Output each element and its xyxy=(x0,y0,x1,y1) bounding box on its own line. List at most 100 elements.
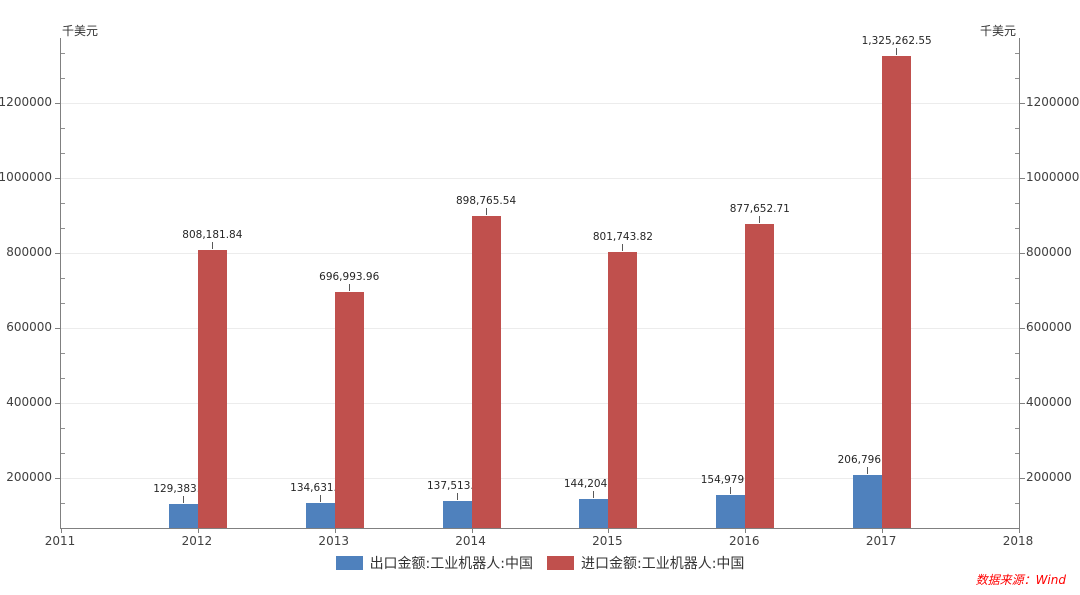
x-axis: 2011 2012 2013 2014 2015 2016 2017 2018 xyxy=(45,534,1034,552)
bar-label-tick xyxy=(182,496,184,504)
y-axis-minor-tick xyxy=(1015,428,1019,429)
bar-value-label: 808,181.84 xyxy=(182,228,243,241)
bar-export-2017 xyxy=(853,475,883,528)
x-axis-tick xyxy=(61,528,62,533)
y-axis-minor-tick xyxy=(61,353,65,354)
y-axis-minor-tick xyxy=(1015,453,1019,454)
x-axis-label: 2018 xyxy=(1002,534,1034,548)
legend: 出口金额:工业机器人:中国 进口金额:工业机器人:中国 xyxy=(0,553,1080,573)
y-axis-label: 1000000 xyxy=(1026,170,1080,184)
y-axis-tick xyxy=(55,328,61,329)
y-axis-tick xyxy=(1019,253,1025,254)
bar-label-tick xyxy=(485,207,487,215)
bar-import-2012 xyxy=(197,249,227,528)
y-axis-label: 800000 xyxy=(6,245,52,259)
legend-swatch-export xyxy=(335,556,363,570)
bar-import-2016 xyxy=(745,223,775,528)
y-axis-minor-tick xyxy=(1015,153,1019,154)
y-axis-tick xyxy=(1019,103,1025,104)
y-axis-minor-tick xyxy=(1015,128,1019,129)
plot-area: 129,383.36 808,181.84 134,631.11 696,993.96… xyxy=(55,35,1025,533)
x-axis-tick xyxy=(608,528,610,533)
bar-label-tick xyxy=(319,494,321,502)
bar-value-label: 1,325,262.55 xyxy=(861,35,932,48)
bar-label-tick xyxy=(211,241,213,249)
y-axis-tick xyxy=(55,403,61,404)
bar-export-2016 xyxy=(716,494,746,528)
bar-import-2015 xyxy=(608,252,638,528)
x-axis-label: 2016 xyxy=(729,534,760,548)
y-axis-tick xyxy=(55,253,61,254)
y-axis-tick xyxy=(55,103,61,104)
y-axis-tick xyxy=(55,478,61,479)
gridline xyxy=(61,328,1019,329)
y-axis-unit-right: 千美元 xyxy=(979,24,1016,38)
bar-export-2013 xyxy=(305,502,335,528)
y-axis-tick xyxy=(1019,178,1025,179)
y-axis-minor-tick xyxy=(61,278,65,279)
y-axis-minor-tick xyxy=(1015,228,1019,229)
legend-label: 出口金额:工业机器人:中国 xyxy=(369,556,533,572)
bar-import-2014 xyxy=(471,215,501,528)
y-axis-minor-tick xyxy=(61,153,65,154)
y-axis-tick xyxy=(1019,403,1025,404)
y-axis-label: 800000 xyxy=(1026,245,1072,259)
bar-value-label: 696,993.96 xyxy=(319,270,380,283)
bar-export-2012 xyxy=(168,504,198,528)
source-note: 数据来源：Wind xyxy=(975,573,1066,587)
y-axis-tick xyxy=(1019,478,1025,479)
x-axis-tick xyxy=(882,528,884,533)
x-axis-label: 2013 xyxy=(318,534,349,548)
bar-value-label: 801,743.82 xyxy=(592,231,653,244)
y-axis-label: 200000 xyxy=(1026,470,1072,484)
bar-label-tick xyxy=(759,215,761,223)
y-axis-minor-tick xyxy=(1015,52,1019,54)
y-axis-unit-left: 千美元 xyxy=(62,24,99,38)
bar-label-tick xyxy=(348,283,350,291)
y-axis-minor-tick xyxy=(61,128,65,129)
bar-export-2015 xyxy=(579,498,609,528)
legend-swatch-import xyxy=(547,556,574,570)
y-axis-tick xyxy=(55,178,61,179)
bar-label-tick xyxy=(867,467,869,475)
legend-item-import[interactable]: 进口金额:工业机器人:中国 xyxy=(547,553,744,573)
x-axis-label: 2011 xyxy=(44,534,76,548)
gridline xyxy=(61,103,1019,104)
y-axis-tick xyxy=(1019,328,1025,329)
gridline xyxy=(61,178,1019,179)
legend-item-export[interactable]: 出口金额:工业机器人:中国 xyxy=(335,553,533,573)
bar-label-tick xyxy=(593,490,595,498)
y-axis-minor-tick xyxy=(61,503,65,504)
legend-label: 进口金额:工业机器人:中国 xyxy=(581,556,745,572)
gridline xyxy=(61,478,1019,479)
y-axis-minor-tick xyxy=(61,52,65,54)
y-axis-left: 200000 400000 600000 800000 1000000 1200000 xyxy=(0,38,52,528)
x-axis-tick xyxy=(471,528,473,533)
y-axis-minor-tick xyxy=(61,378,65,379)
y-axis-minor-tick xyxy=(1015,77,1019,79)
y-axis-minor-tick xyxy=(1015,503,1019,504)
bar-export-2014 xyxy=(442,501,472,528)
y-axis-minor-tick xyxy=(61,77,65,79)
y-axis-label: 1200000 xyxy=(0,95,52,109)
y-axis-minor-tick xyxy=(1015,203,1019,204)
y-axis-minor-tick xyxy=(1015,278,1019,279)
bar-value-label: 898,765.54 xyxy=(456,194,517,207)
y-axis-minor-tick xyxy=(61,303,65,304)
y-axis-right: 200000 400000 600000 800000 1000000 1200000 xyxy=(1026,38,1080,528)
y-axis-label: 1200000 xyxy=(1026,95,1080,109)
x-axis-label: 2012 xyxy=(181,534,213,548)
y-axis-label: 1000000 xyxy=(0,170,52,184)
y-axis-minor-tick xyxy=(61,453,65,454)
bar-import-2013 xyxy=(334,291,364,528)
y-axis-label: 400000 xyxy=(6,395,52,409)
x-axis-label: 2014 xyxy=(455,534,486,548)
gridline xyxy=(61,253,1019,254)
y-axis-minor-tick xyxy=(1015,353,1019,354)
y-axis-label: 200000 xyxy=(6,470,52,484)
y-axis-minor-tick xyxy=(61,228,65,229)
bar-value-label: 877,652.71 xyxy=(729,202,790,215)
gridline xyxy=(61,403,1019,404)
bar-import-2017 xyxy=(882,56,912,528)
